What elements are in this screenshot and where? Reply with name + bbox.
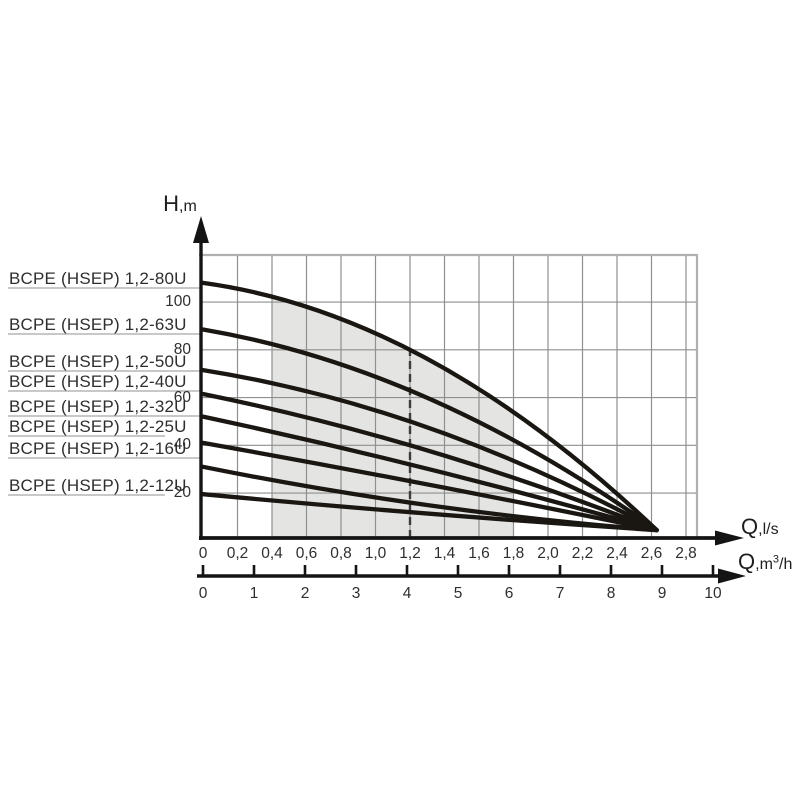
pump-model-label: BCPE (HSEP) 1,2-40U: [9, 372, 187, 391]
pump-curve: [200, 492, 659, 533]
x-axis-m3h-label-main: Q: [738, 549, 756, 574]
pump-curve: [200, 367, 659, 533]
pump-curve: [200, 414, 659, 533]
pump-curve: [200, 440, 659, 533]
x-tick-label-ls: 1,8: [502, 545, 525, 562]
x-tick-label-ls: 2,2: [571, 545, 594, 562]
x-axis-ls-label-unit: ,l/s: [758, 521, 779, 538]
pump-model-label: BCPE (HSEP) 1,2-63U: [9, 315, 187, 334]
pump-model-label: BCPE (HSEP) 1,2-50U: [9, 352, 187, 371]
x-axis-m3h-label-unit-pre: ,m: [755, 556, 773, 573]
x-tick-label-ls: 0,2: [226, 545, 249, 562]
x-tick-label-m3h: 1: [249, 585, 259, 602]
x-tick-label-m3h: 0: [198, 585, 208, 602]
x-tick-label-m3h: 5: [453, 585, 463, 602]
x-tick-label-m3h: 7: [555, 585, 565, 602]
pump-model-label: BCPE (HSEP) 1,2-80U: [9, 269, 187, 288]
x-tick-label-m3h: 10: [704, 585, 722, 602]
y-tick-label: 80: [173, 340, 191, 358]
x-tick-label-ls: 2,8: [675, 545, 697, 562]
y-axis-label-unit: ,m: [179, 198, 197, 215]
x-tick-label-m3h: 3: [351, 585, 361, 602]
x-axis-m3h-label: Q,m3/h: [738, 549, 792, 575]
x-tick-label-ls: 1,2: [399, 545, 421, 562]
pump-curve: [200, 280, 659, 533]
x-axis-m3h-arrow: [718, 568, 746, 584]
y-tick-label: 40: [173, 436, 191, 454]
y-axis-label: H,m: [152, 191, 208, 217]
pump-curve: [200, 391, 659, 533]
x-tick-label-ls: 0,8: [330, 545, 352, 562]
x-tick-label-ls: 1,4: [433, 545, 456, 562]
y-tick-label: 20: [173, 484, 191, 502]
x-tick-label-ls: 1,0: [364, 545, 387, 562]
x-axis-m3h-label-unit-post: /h: [779, 556, 793, 573]
x-axis-m3h-label-sup: 3: [772, 553, 780, 566]
pump-model-label: BCPE (HSEP) 1,2-16U: [9, 439, 187, 458]
x-axis-ls-label-main: Q: [741, 514, 759, 539]
y-axis-arrow: [193, 216, 209, 243]
y-tick-label: 60: [173, 388, 191, 406]
x-tick-label-ls: 2,0: [537, 545, 559, 562]
x-tick-label-m3h: 8: [606, 585, 616, 602]
y-axis-label-main: H: [163, 191, 180, 216]
x-tick-label-ls: 0: [198, 545, 208, 562]
x-axis-ls-label: Q,l/s: [741, 514, 779, 540]
x-tick-label-ls: 0,4: [261, 545, 283, 562]
x-tick-label-m3h: 6: [504, 585, 514, 602]
y-tick-label: 100: [165, 293, 191, 311]
x-tick-label-ls: 0,6: [295, 545, 318, 562]
x-axis-ls-arrow: [715, 530, 744, 546]
pump-model-label: BCPE (HSEP) 1,2-25U: [9, 417, 187, 436]
x-tick-label-m3h: 2: [300, 585, 310, 602]
x-tick-label-ls: 2,4: [606, 545, 628, 562]
x-tick-label-m3h: 4: [402, 585, 412, 602]
x-tick-label-ls: 1,6: [468, 545, 490, 562]
pump-model-label: BCPE (HSEP) 1,2-32U: [9, 397, 187, 416]
x-tick-label-m3h: 9: [657, 585, 667, 602]
pump-model-label: BCPE (HSEP) 1,2-12U: [9, 476, 187, 495]
x-tick-label-ls: 2,6: [640, 545, 663, 562]
pump-curve: [200, 327, 659, 533]
